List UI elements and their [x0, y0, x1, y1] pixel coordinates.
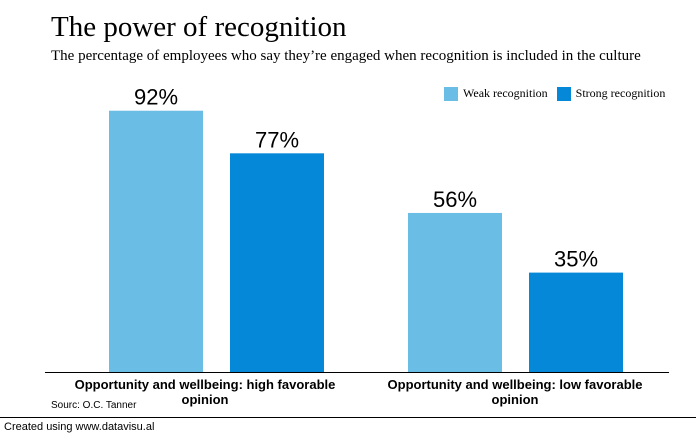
legend-item-strong: Strong recognition [556, 86, 666, 101]
chart-subtitle: The percentage of employees who say they… [51, 48, 641, 64]
legend: Weak recognition Strong recognition [444, 86, 674, 101]
data-label-weak-low: 56% [433, 187, 477, 212]
bar-weak-high [109, 110, 203, 372]
data-label-strong-low: 35% [554, 247, 598, 272]
legend-item-weak: Weak recognition [444, 86, 548, 101]
footer-credit: Created using www.datavisu.al [4, 421, 155, 433]
legend-swatch-strong [556, 86, 571, 101]
legend-swatch-weak [444, 86, 458, 101]
chart-title: The power of recognition [51, 11, 347, 43]
bar-weak-low [408, 212, 502, 372]
legend-label-strong: Strong recognition [575, 86, 666, 100]
category-label-high: Opportunity and wellbeing: high favorabl… [74, 377, 336, 407]
legend-label-weak: Weak recognition [463, 86, 548, 100]
category-label-low: Opportunity and wellbeing: low favorable… [387, 377, 643, 407]
bar-strong-high [230, 153, 324, 372]
data-label-weak-high: 92% [134, 85, 178, 110]
source-note: Sourc: O.C. Tanner [51, 400, 137, 411]
footer-divider [0, 417, 696, 418]
bar-strong-low [529, 272, 623, 372]
data-label-strong-high: 77% [255, 127, 299, 152]
